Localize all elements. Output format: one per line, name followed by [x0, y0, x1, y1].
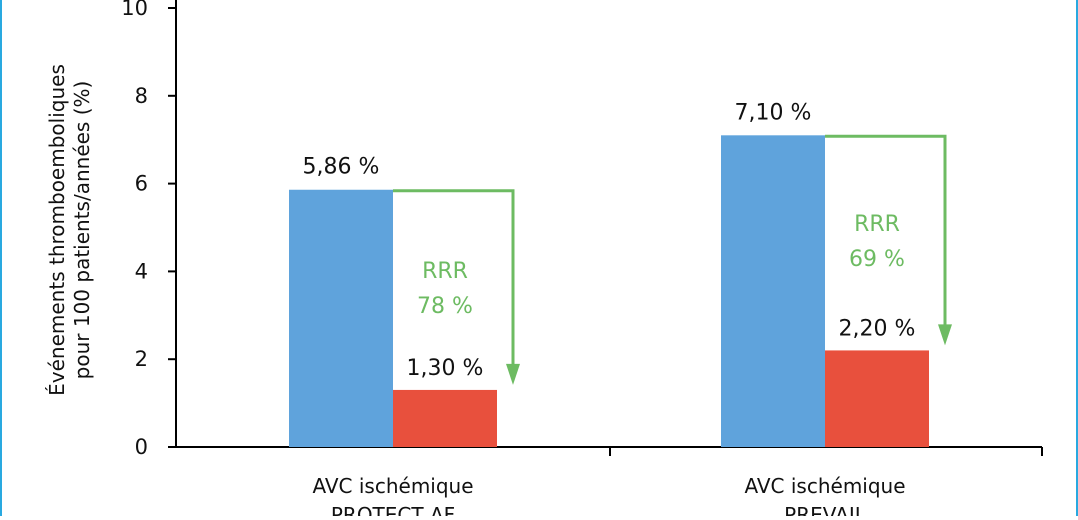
bar-value-label: 1,30 % — [407, 356, 484, 381]
bar-value-label: 5,86 % — [303, 155, 380, 180]
bars — [289, 135, 929, 447]
data-labels: 5,86 % 1,30 % 7,10 % 2,20 % — [303, 100, 916, 381]
x-category-label: PROTECT AF — [331, 503, 455, 516]
rrr-arrows — [393, 134, 952, 385]
x-category-label: AVC ischémique — [744, 474, 905, 498]
y-tick-label: 10 — [121, 0, 148, 20]
bar-before — [721, 135, 825, 447]
y-tick-label: 2 — [135, 347, 148, 371]
rrr-arrow — [393, 189, 515, 368]
x-category-label: AVC ischémique — [312, 474, 473, 498]
rrr-annotations: RRR 78 % RRR 69 % — [417, 212, 905, 319]
x-category-labels: AVC ischémique PROTECT AF AVC ischémique PR… — [312, 474, 905, 520]
rrr-arrowhead — [506, 363, 520, 385]
rrr-arrowhead — [938, 324, 952, 346]
bar-after — [393, 389, 497, 447]
x-category-label: PREVAIL — [784, 503, 867, 516]
y-tick-label: 8 — [135, 84, 148, 108]
bar-value-label: 2,20 % — [839, 316, 916, 341]
rrr-label: RRR 69 % — [849, 212, 905, 272]
y-tick-label: 0 — [135, 435, 148, 459]
y-tick-label: 4 — [135, 259, 148, 283]
bar-after — [825, 350, 929, 447]
y-axis-label: Événements thromboemboliquespour 100 pat… — [45, 64, 94, 396]
y-ticks: 0 2 4 6 8 10 — [121, 0, 1043, 459]
bar-before — [289, 189, 393, 447]
y-tick-label: 6 — [135, 172, 148, 196]
rrr-label: RRR 78 % — [417, 259, 473, 319]
rrr-arrow — [825, 134, 947, 329]
y-axis-title: Événements thromboemboliquespour 100 pat… — [45, 64, 94, 396]
bar-value-label: 7,10 % — [735, 100, 812, 125]
